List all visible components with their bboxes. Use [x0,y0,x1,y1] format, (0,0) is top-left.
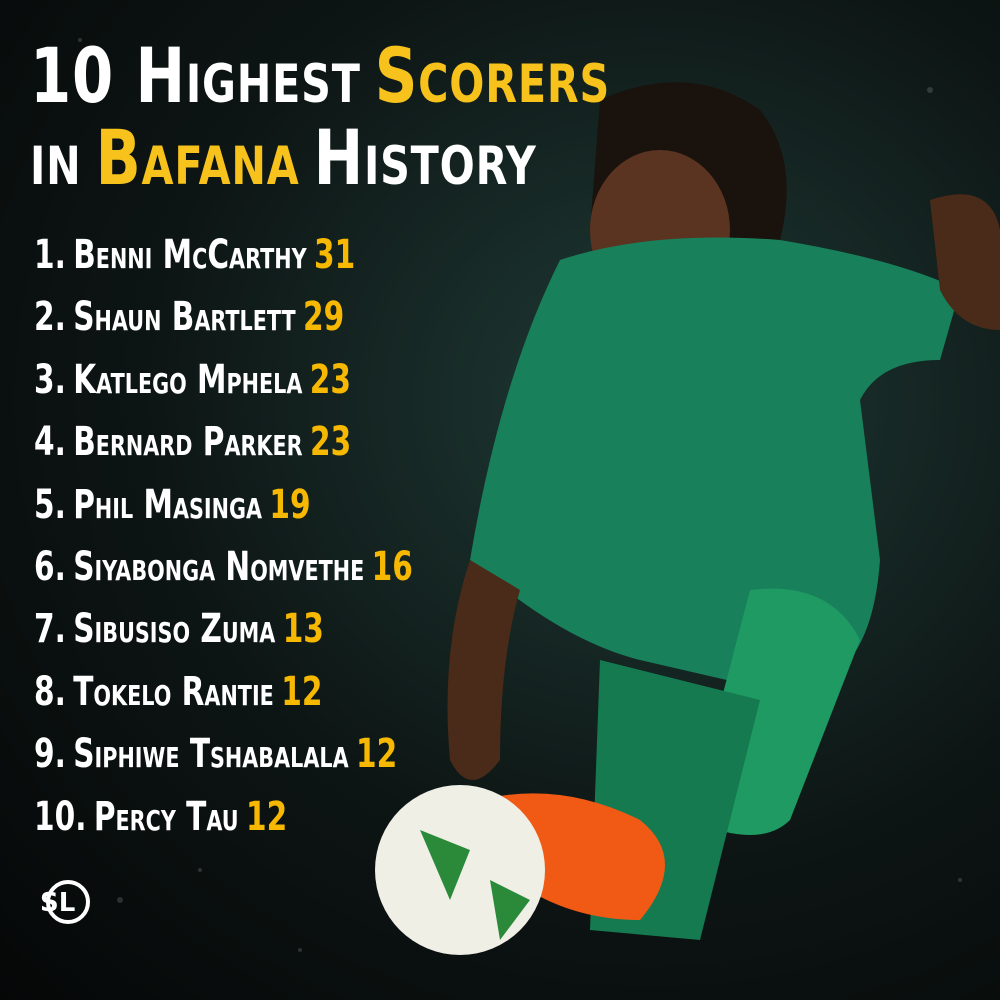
title-word: Bafana [95,113,300,202]
list-item: 3. Katlego Mphela 23 [34,357,420,419]
logo: SL [40,888,76,918]
player-name: Katlego Mphela [73,356,303,403]
list-item: 4. Bernard Parker 23 [34,419,420,481]
title-word: Scorers [374,31,611,120]
rank: 10. [34,793,87,840]
list-item: 6. Siyabonga Nomvethe 16 [34,544,420,606]
list-item: 2. Shaun Bartlett 29 [34,294,420,356]
player-name: Bernard Parker [73,419,303,466]
list-item: 8. Tokelo Rantie 12 [34,669,420,731]
list-item: 7. Sibusiso Zuma 13 [34,606,420,668]
player-name: Percy Tau [93,793,239,840]
rank: 6. [34,543,66,590]
goals: 16 [371,543,413,590]
rank: 3. [34,356,66,403]
player-name: Phil Masinga [73,481,263,528]
goals: 19 [269,481,311,528]
scorer-list: 1. Benni McCarthy 31 2. Shaun Bartlett 29 3. Ka… [34,232,556,856]
title-word: History [313,113,537,202]
list-item: 5. Phil Masinga 19 [34,482,420,544]
player-name: Sibusiso Zuma [73,606,276,653]
list-item: 9. Siphiwe Tshabalala 12 [34,731,420,793]
title-word: 10 Highest [30,31,361,120]
player-name: Siphiwe Tshabalala [73,731,349,778]
player-name: Tokelo Rantie [73,668,274,715]
player-name: Siyabonga Nomvethe [73,543,365,590]
rank: 9. [34,731,66,778]
rank: 4. [34,419,66,466]
goals: 12 [356,731,398,778]
rank: 8. [34,668,66,715]
rank: 5. [34,481,66,528]
rank: 2. [34,294,66,341]
list-item: 10. Percy Tau 12 [34,794,420,856]
player-name: Benni McCarthy [73,232,307,278]
rank: 7. [34,606,66,653]
title-line: 10 Highest Scorers [30,38,624,114]
goals: 23 [310,419,352,466]
goals: 23 [309,356,351,403]
goals: 12 [245,793,288,840]
title-word: in [30,113,82,202]
goals: 12 [281,668,323,715]
player-name: Shaun Bartlett [73,294,296,341]
goals: 31 [313,232,356,278]
goals: 29 [303,294,345,341]
goals: 13 [282,606,324,653]
title-line: in Bafana History [30,120,551,196]
rank: 1. [34,232,66,278]
list-item: 1. Benni McCarthy 31 [34,232,420,294]
